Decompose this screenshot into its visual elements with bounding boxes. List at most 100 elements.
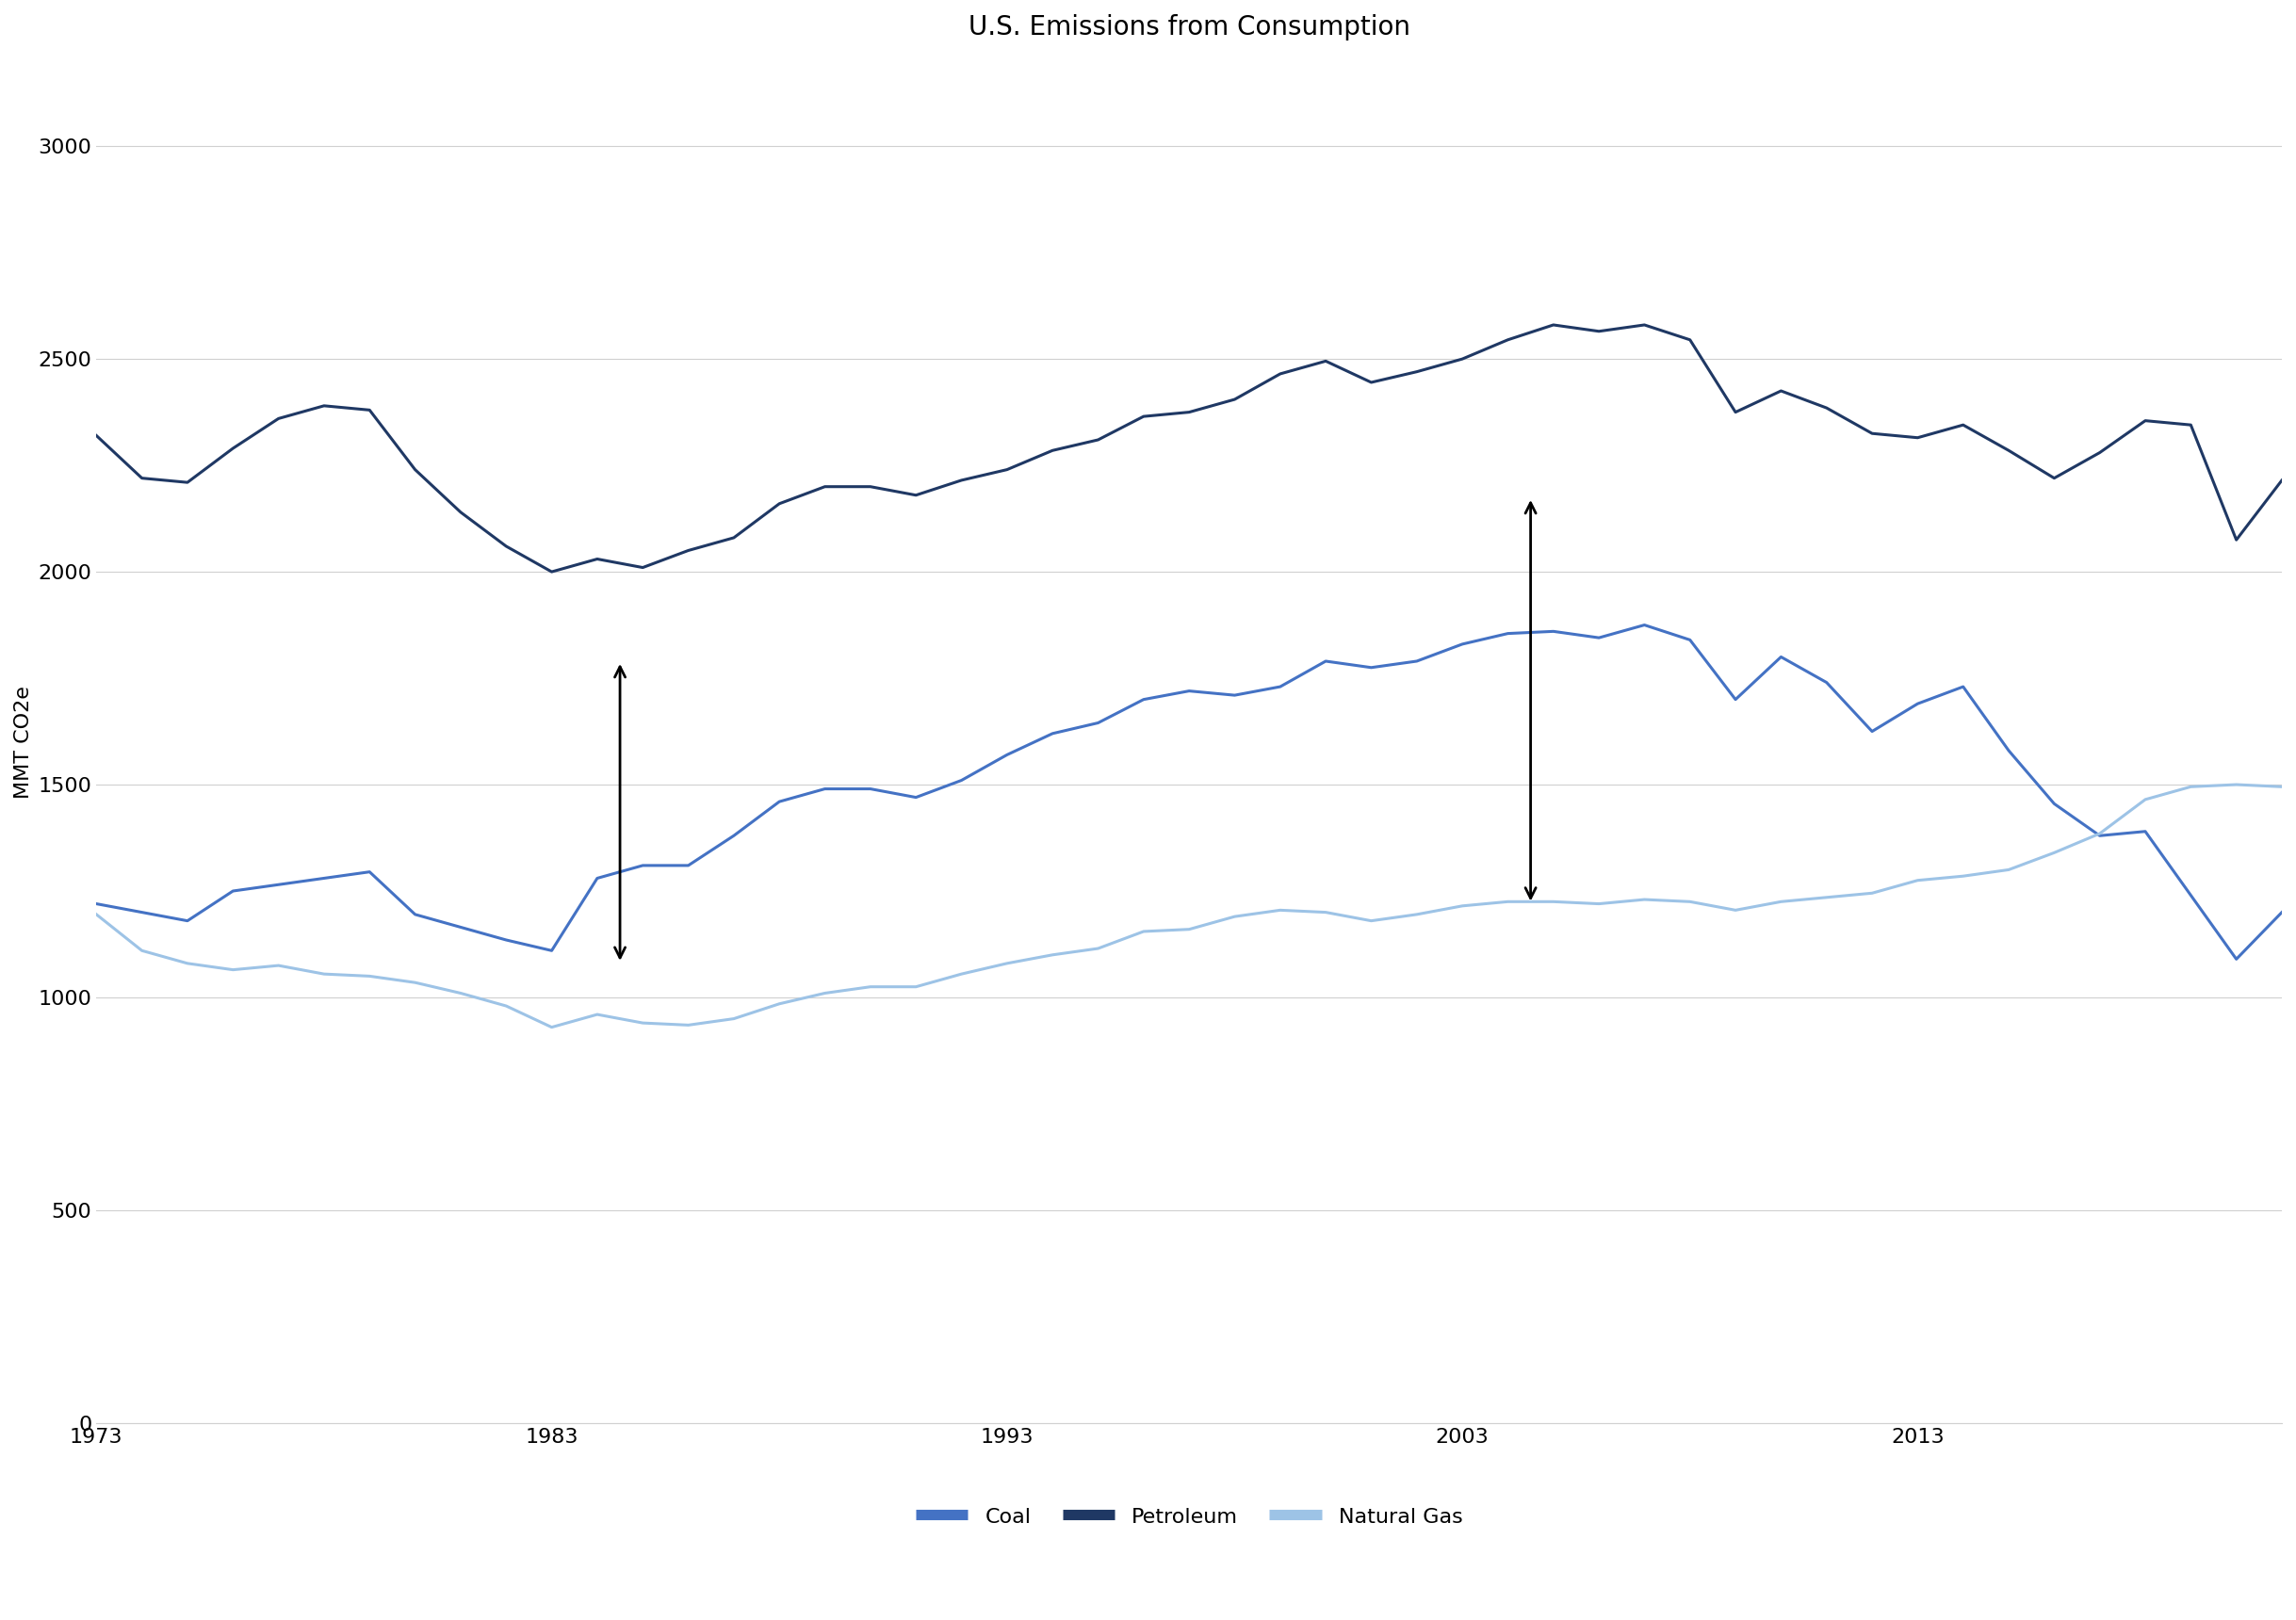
Line: Coal: Coal bbox=[96, 625, 2282, 959]
Petroleum bbox=[1357, 373, 1384, 392]
Natural Gas bbox=[310, 964, 338, 983]
Petroleum bbox=[1584, 322, 1612, 342]
Natural Gas bbox=[1630, 889, 1658, 909]
Natural Gas bbox=[264, 956, 292, 975]
Petroleum bbox=[1176, 402, 1203, 421]
Petroleum bbox=[1949, 415, 1977, 434]
Coal bbox=[2268, 902, 2296, 922]
Natural Gas bbox=[1949, 867, 1977, 886]
Petroleum bbox=[402, 460, 429, 480]
Coal bbox=[83, 894, 110, 914]
Natural Gas bbox=[902, 977, 930, 996]
Natural Gas bbox=[2087, 825, 2115, 844]
Petroleum bbox=[994, 460, 1022, 480]
Coal bbox=[583, 868, 611, 888]
Petroleum bbox=[856, 476, 884, 496]
Natural Gas bbox=[2041, 842, 2069, 862]
Natural Gas bbox=[1038, 944, 1065, 964]
Coal bbox=[810, 779, 838, 799]
Natural Gas bbox=[765, 995, 792, 1014]
Petroleum bbox=[1403, 361, 1430, 381]
Petroleum bbox=[583, 549, 611, 569]
Natural Gas bbox=[2177, 778, 2204, 797]
Natural Gas bbox=[810, 983, 838, 1003]
Natural Gas bbox=[583, 1004, 611, 1024]
Petroleum bbox=[218, 439, 246, 458]
Coal bbox=[1038, 724, 1065, 744]
Natural Gas bbox=[629, 1012, 657, 1032]
Coal bbox=[1949, 677, 1977, 697]
Coal bbox=[1814, 672, 1841, 692]
Petroleum bbox=[765, 494, 792, 514]
Coal bbox=[1495, 624, 1522, 643]
Coal bbox=[174, 910, 202, 930]
Line: Natural Gas: Natural Gas bbox=[96, 784, 2282, 1027]
Natural Gas bbox=[83, 904, 110, 923]
Natural Gas bbox=[218, 961, 246, 980]
Coal bbox=[264, 875, 292, 894]
Coal bbox=[310, 868, 338, 888]
Y-axis label: MMT CO2e: MMT CO2e bbox=[14, 685, 32, 799]
Petroleum bbox=[448, 502, 475, 522]
Petroleum bbox=[1267, 364, 1295, 384]
Natural Gas bbox=[1768, 893, 1795, 912]
Petroleum bbox=[2041, 468, 2069, 488]
Petroleum bbox=[948, 470, 976, 489]
Coal bbox=[356, 862, 383, 881]
Coal bbox=[1676, 630, 1704, 650]
Petroleum bbox=[1495, 330, 1522, 350]
Natural Gas bbox=[448, 983, 475, 1003]
Natural Gas bbox=[537, 1017, 565, 1037]
Coal bbox=[994, 745, 1022, 765]
Petroleum bbox=[491, 536, 519, 556]
Petroleum bbox=[83, 426, 110, 446]
Petroleum bbox=[1676, 330, 1704, 350]
Coal bbox=[2131, 821, 2158, 841]
Natural Gas bbox=[402, 974, 429, 993]
Petroleum bbox=[902, 486, 930, 505]
Coal bbox=[902, 787, 930, 807]
Coal bbox=[402, 904, 429, 923]
Coal bbox=[1449, 635, 1476, 654]
Natural Gas bbox=[856, 977, 884, 996]
Natural Gas bbox=[1995, 860, 2023, 880]
Coal bbox=[1857, 721, 1885, 740]
Natural Gas bbox=[1903, 870, 1931, 889]
Petroleum bbox=[2131, 411, 2158, 431]
Petroleum bbox=[1130, 407, 1157, 426]
Coal bbox=[2177, 886, 2204, 906]
Natural Gas bbox=[1814, 888, 1841, 907]
Petroleum bbox=[1221, 390, 1249, 410]
Natural Gas bbox=[721, 1009, 748, 1029]
Natural Gas bbox=[129, 941, 156, 961]
Coal bbox=[491, 930, 519, 949]
Coal bbox=[765, 792, 792, 812]
Coal bbox=[2087, 826, 2115, 846]
Natural Gas bbox=[1676, 893, 1704, 912]
Petroleum bbox=[675, 541, 703, 561]
Coal bbox=[129, 902, 156, 922]
Coal bbox=[1903, 693, 1931, 713]
Petroleum bbox=[1311, 352, 1339, 371]
Natural Gas bbox=[1357, 910, 1384, 930]
Petroleum bbox=[1084, 431, 1111, 450]
Natural Gas bbox=[2268, 778, 2296, 797]
Natural Gas bbox=[491, 996, 519, 1016]
Petroleum bbox=[264, 408, 292, 428]
Title: U.S. Emissions from Consumption: U.S. Emissions from Consumption bbox=[969, 15, 1410, 40]
Natural Gas bbox=[1584, 894, 1612, 914]
Petroleum bbox=[2268, 470, 2296, 489]
Natural Gas bbox=[2131, 791, 2158, 810]
Coal bbox=[2041, 794, 2069, 813]
Coal bbox=[1357, 658, 1384, 677]
Natural Gas bbox=[1176, 920, 1203, 940]
Natural Gas bbox=[994, 954, 1022, 974]
Petroleum bbox=[1857, 424, 1885, 444]
Coal bbox=[629, 855, 657, 875]
Coal bbox=[1722, 690, 1750, 710]
Natural Gas bbox=[1722, 901, 1750, 920]
Coal bbox=[2223, 949, 2250, 969]
Natural Gas bbox=[356, 967, 383, 987]
Petroleum bbox=[310, 395, 338, 415]
Legend: Coal, Petroleum, Natural Gas: Coal, Petroleum, Natural Gas bbox=[907, 1498, 1472, 1536]
